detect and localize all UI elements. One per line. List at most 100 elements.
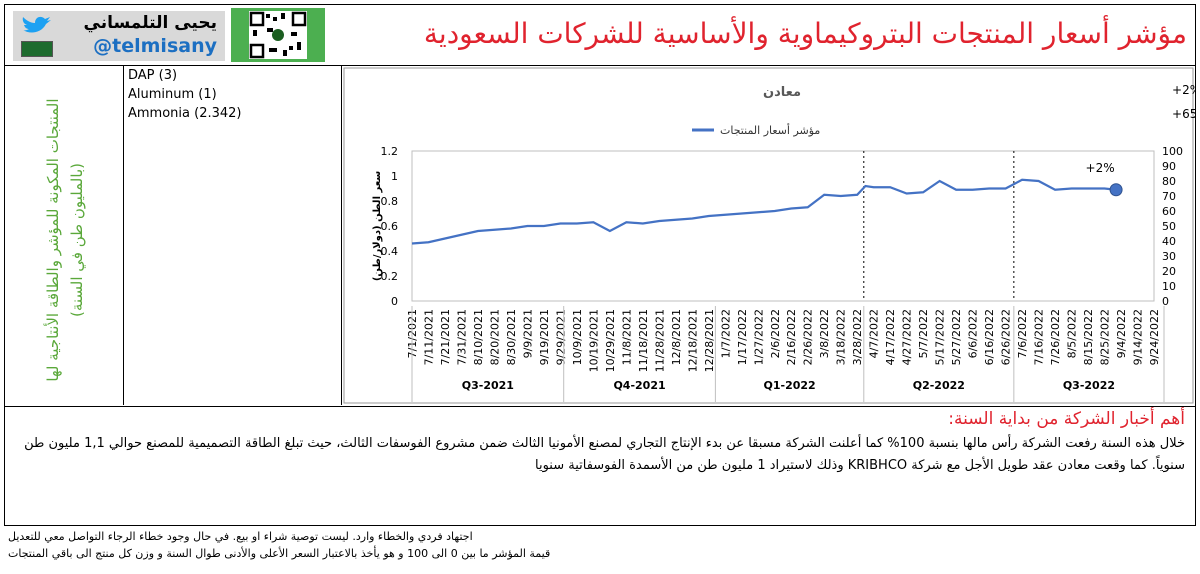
x-tick-label: 5/17/2022: [934, 309, 947, 365]
y2-tick-label: 70: [1162, 190, 1176, 203]
x-tick-label: 8/15/2022: [1082, 309, 1095, 365]
x-tick-label: 7/6/2022: [1016, 309, 1029, 358]
quarter-label: Q1-2022: [764, 379, 816, 392]
x-tick-label: 6/26/2022: [1000, 309, 1013, 365]
x-tick-label: 9/9/2021: [521, 309, 534, 358]
chart-container: معادن مؤشر أسعار المنتجات التغيير عن الربع…: [342, 66, 1200, 405]
x-tick-label: 7/16/2022: [1033, 309, 1046, 365]
yoy-annotation: التغيير عن الربع المماثل %65+: [1172, 107, 1195, 122]
x-tick-label: 10/9/2021: [571, 309, 584, 365]
y2-tick-label: 50: [1162, 220, 1176, 233]
y-tick-label: 1.2: [381, 145, 399, 158]
y2-tick-label: 10: [1162, 280, 1176, 293]
x-tick-label: 2/6/2022: [769, 309, 782, 358]
news-line: خلال هذه السنة رفعت الشركة رأس مالها بنس…: [24, 436, 1185, 451]
flag-icon: [21, 41, 53, 57]
x-tick-label: 8/20/2021: [488, 309, 501, 365]
y2-tick-label: 30: [1162, 250, 1176, 263]
y-tick-label: 0.2: [381, 270, 399, 283]
disclaimer: اجتهاد فردي والخطاء وارد. ليست توصية شرا…: [8, 530, 473, 543]
report-frame: يحيى التلمساني @telmisany مؤشر أسعار الم…: [4, 4, 1200, 526]
header: يحيى التلمساني @telmisany مؤشر أسعار الم…: [5, 5, 1195, 66]
x-tick-label: 8/30/2021: [505, 309, 518, 365]
author-name: يحيى التلمساني: [83, 13, 217, 33]
y2-tick-label: 90: [1162, 160, 1176, 173]
capacity-label: المنتجات المكونة للمؤشر والطاقة الأنتاجي…: [44, 98, 86, 382]
x-tick-label: 11/8/2021: [620, 309, 633, 365]
y-tick-label: 0.4: [381, 245, 399, 258]
x-tick-label: 1/17/2022: [736, 309, 749, 365]
y2-tick-label: 40: [1162, 235, 1176, 248]
x-tick-label: 5/7/2022: [917, 309, 930, 358]
chart-title: معادن: [763, 85, 801, 100]
page-title: مؤشر أسعار المنتجات البتروكيماوية والأسا…: [423, 17, 1187, 50]
y2-tick-label: 60: [1162, 205, 1176, 218]
x-tick-label: 9/29/2021: [554, 309, 567, 365]
x-tick-label: 5/27/2022: [950, 309, 963, 365]
y-axis-title: سعر الطن (دولار/طن): [372, 171, 383, 282]
x-tick-label: 3/18/2022: [835, 309, 848, 365]
products-list: DAP (3) Aluminum (1) Ammonia (2.342): [125, 66, 342, 405]
twitter-handle[interactable]: @telmisany: [93, 35, 217, 57]
news-title: أهم أخبار الشركة من بداية السنة:: [948, 409, 1185, 429]
twitter-badge: يحيى التلمساني @telmisany: [13, 11, 225, 61]
chart-area: [343, 67, 1194, 404]
x-tick-label: 9/19/2021: [538, 309, 551, 365]
x-tick-label: 6/16/2022: [983, 309, 996, 365]
y-tick-label: 0.8: [381, 195, 399, 208]
last-point-marker: [1109, 183, 1123, 197]
index-note: قيمة المؤشر ما بين 0 الى 100 و هو يأخذ ب…: [8, 547, 551, 560]
x-tick-label: 1/27/2022: [752, 309, 765, 365]
capacity-label-column: المنتجات المكونة للمؤشر والطاقة الأنتاجي…: [5, 66, 124, 405]
x-tick-label: 8/5/2022: [1066, 309, 1079, 358]
x-tick-label: 8/25/2022: [1099, 309, 1112, 365]
price-index-chart: معادن مؤشر أسعار المنتجات التغيير عن الربع…: [343, 67, 1200, 404]
x-tick-label: 11/28/2021: [653, 309, 666, 372]
series-line: [411, 178, 1117, 245]
qr-code-icon: [231, 8, 325, 62]
product-item: Aluminum (1): [128, 87, 217, 102]
x-tick-label: 12/28/2021: [703, 309, 716, 372]
y2-tick-label: 80: [1162, 175, 1176, 188]
y-tick-label: 0: [391, 295, 398, 308]
x-tick-label: 9/14/2022: [1132, 309, 1145, 365]
y-tick-label: 1: [391, 170, 398, 183]
news-body: خلال هذه السنة رفعت الشركة رأس مالها بنس…: [13, 433, 1185, 477]
last-point-label: +2%: [1086, 161, 1115, 175]
x-tick-label: 2/16/2022: [785, 309, 798, 365]
x-tick-label: 7/11/2021: [422, 309, 435, 365]
x-tick-label: 6/6/2022: [967, 309, 980, 358]
x-tick-label: 2/26/2022: [802, 309, 815, 365]
x-tick-label: 1/7/2022: [719, 309, 732, 358]
x-tick-label: 7/26/2022: [1049, 309, 1062, 365]
y2-tick-label: 0: [1162, 295, 1169, 308]
plot-border: [411, 150, 1155, 302]
quarter-label: Q3-2021: [462, 379, 514, 392]
x-tick-label: 4/17/2022: [884, 309, 897, 365]
x-tick-label: 7/21/2021: [439, 309, 452, 365]
x-tick-label: 9/24/2022: [1148, 309, 1161, 365]
x-tick-label: 10/19/2021: [587, 309, 600, 372]
x-tick-label: 11/18/2021: [637, 309, 650, 372]
x-tick-label: 4/7/2022: [868, 309, 881, 358]
quarter-label: Q4-2021: [613, 379, 665, 392]
x-tick-label: 10/29/2021: [604, 309, 617, 372]
quarter-label: Q3-2022: [1063, 379, 1115, 392]
x-tick-label: 3/8/2022: [818, 309, 831, 358]
quarter-label: Q2-2022: [913, 379, 965, 392]
news-section: أهم أخبار الشركة من بداية السنة: خلال هذ…: [5, 406, 1195, 526]
x-tick-label: 12/8/2021: [670, 309, 683, 365]
x-tick-label: 8/10/2021: [472, 309, 485, 365]
product-item: Ammonia (2.342): [128, 106, 242, 121]
news-line: سنوياً. كما وقعت معادن عقد طويل الأجل مع…: [535, 458, 1185, 473]
x-tick-label: 3/28/2022: [851, 309, 864, 365]
x-tick-label: 12/18/2021: [686, 309, 699, 372]
qoq-annotation: التغيير عن الربع السابق %2+: [1172, 83, 1195, 98]
legend-label: مؤشر أسعار المنتجات: [720, 123, 820, 137]
y2-tick-label: 20: [1162, 265, 1176, 278]
y2-tick-label: 100: [1162, 145, 1183, 158]
x-tick-label: 4/27/2022: [901, 309, 914, 365]
x-tick-label: 9/4/2022: [1115, 309, 1128, 358]
y-tick-label: 0.6: [381, 220, 399, 233]
twitter-bird-icon: [22, 16, 51, 33]
